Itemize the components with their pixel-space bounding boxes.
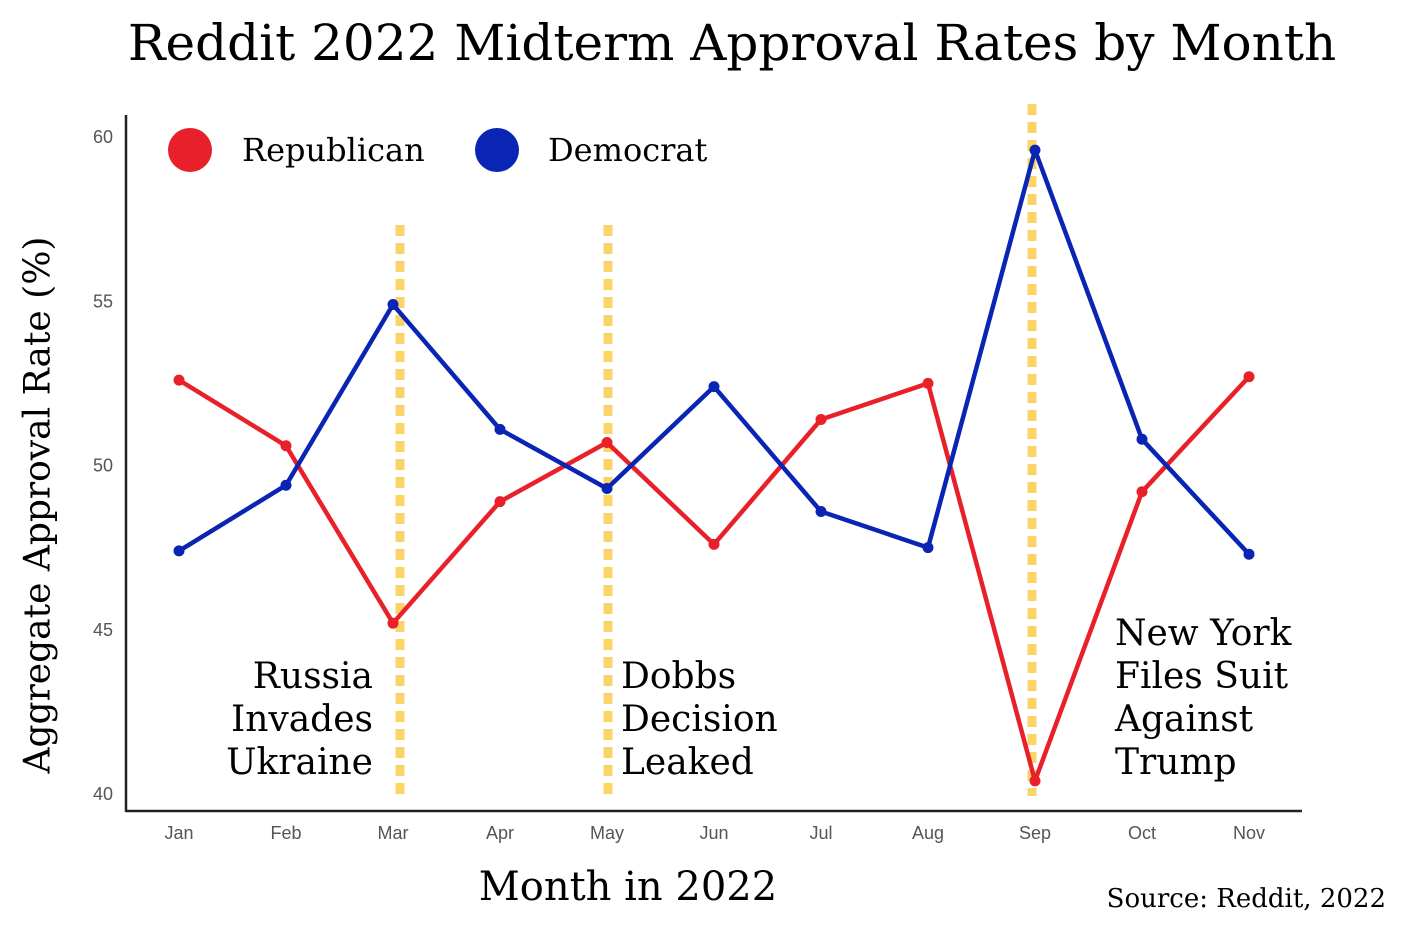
point-democrat-aug xyxy=(922,542,934,554)
point-democrat-sep xyxy=(1029,144,1041,156)
x-tick-label-oct: Oct xyxy=(1128,823,1156,843)
point-democrat-apr xyxy=(494,423,506,435)
point-democrat-oct xyxy=(1136,433,1148,445)
x-tick-label-aug: Aug xyxy=(912,823,944,843)
source-note: Source: Reddit, 2022 xyxy=(1106,884,1386,914)
data-points xyxy=(173,144,1255,787)
legend: Republican Democrat xyxy=(168,128,708,172)
y-tick-label-45: 45 xyxy=(93,620,113,640)
point-republican-aug xyxy=(922,377,934,389)
point-democrat-jun xyxy=(708,381,720,393)
x-tick-label-jun: Jun xyxy=(699,823,728,843)
annotation-may: Dobbs Decision Leaked xyxy=(621,656,778,783)
point-republican-mar xyxy=(387,617,399,629)
point-republican-jan xyxy=(173,374,185,386)
annotation-line: Decision xyxy=(621,699,778,740)
x-ticks: Jan Feb Mar Apr May Jun Jul Aug Sep Oct Nov xyxy=(164,823,1265,843)
point-democrat-feb xyxy=(280,479,292,491)
point-republican-sep xyxy=(1029,775,1041,787)
y-tick-label-55: 55 xyxy=(93,291,113,311)
point-democrat-nov xyxy=(1243,548,1255,560)
y-tick-label-60: 60 xyxy=(93,127,113,147)
annotation-line: Against xyxy=(1114,699,1254,740)
annotation-line: Trump xyxy=(1115,742,1237,783)
x-tick-label-apr: Apr xyxy=(486,823,514,843)
y-tick-label-40: 40 xyxy=(93,784,113,804)
annotation-line: Dobbs xyxy=(621,656,736,697)
point-republican-oct xyxy=(1136,486,1148,498)
point-democrat-mar xyxy=(387,299,399,311)
point-democrat-jan xyxy=(173,545,185,557)
point-republican-jun xyxy=(708,538,720,550)
legend-swatch-republican xyxy=(168,128,212,172)
x-tick-label-feb: Feb xyxy=(270,823,301,843)
x-tick-label-mar: Mar xyxy=(378,823,409,843)
point-republican-feb xyxy=(280,440,292,452)
x-axis-label: Month in 2022 xyxy=(478,864,778,910)
event-lines xyxy=(395,104,1037,796)
chart-title: Reddit 2022 Midterm Approval Rates by Mo… xyxy=(127,14,1337,72)
point-republican-nov xyxy=(1243,371,1255,383)
axes xyxy=(124,115,1302,813)
x-tick-label-may: May xyxy=(590,823,624,843)
point-democrat-may xyxy=(601,482,613,494)
x-tick-label-nov: Nov xyxy=(1233,823,1265,843)
legend-label-democrat: Democrat xyxy=(548,131,708,169)
point-democrat-jul xyxy=(815,505,827,517)
y-tick-label-50: 50 xyxy=(93,456,113,476)
point-republican-jul xyxy=(815,414,827,426)
legend-swatch-democrat xyxy=(475,128,519,172)
annotation-line: New York xyxy=(1115,613,1293,654)
x-tick-label-jul: Jul xyxy=(809,823,832,843)
annotation-line: Files Suit xyxy=(1115,656,1289,697)
series-line-democrat xyxy=(176,147,1252,557)
x-tick-label-sep: Sep xyxy=(1019,823,1051,843)
point-republican-apr xyxy=(494,496,506,508)
event-annotations: Russia Invades Ukraine Dobbs Decision Leaked N… xyxy=(226,613,1292,783)
point-republican-may xyxy=(601,437,613,449)
y-ticks: 40 45 50 55 60 xyxy=(93,127,113,804)
annotation-line: Russia xyxy=(253,656,373,697)
legend-label-republican: Republican xyxy=(242,131,425,169)
x-tick-label-jan: Jan xyxy=(164,823,193,843)
annotation-mar: Russia Invades Ukraine xyxy=(226,656,373,783)
annotation-line: Leaked xyxy=(621,742,754,783)
annotation-sep: New York Files Suit Against Trump xyxy=(1114,613,1293,783)
annotation-line: Ukraine xyxy=(226,742,373,783)
annotation-line: Invades xyxy=(231,699,373,740)
